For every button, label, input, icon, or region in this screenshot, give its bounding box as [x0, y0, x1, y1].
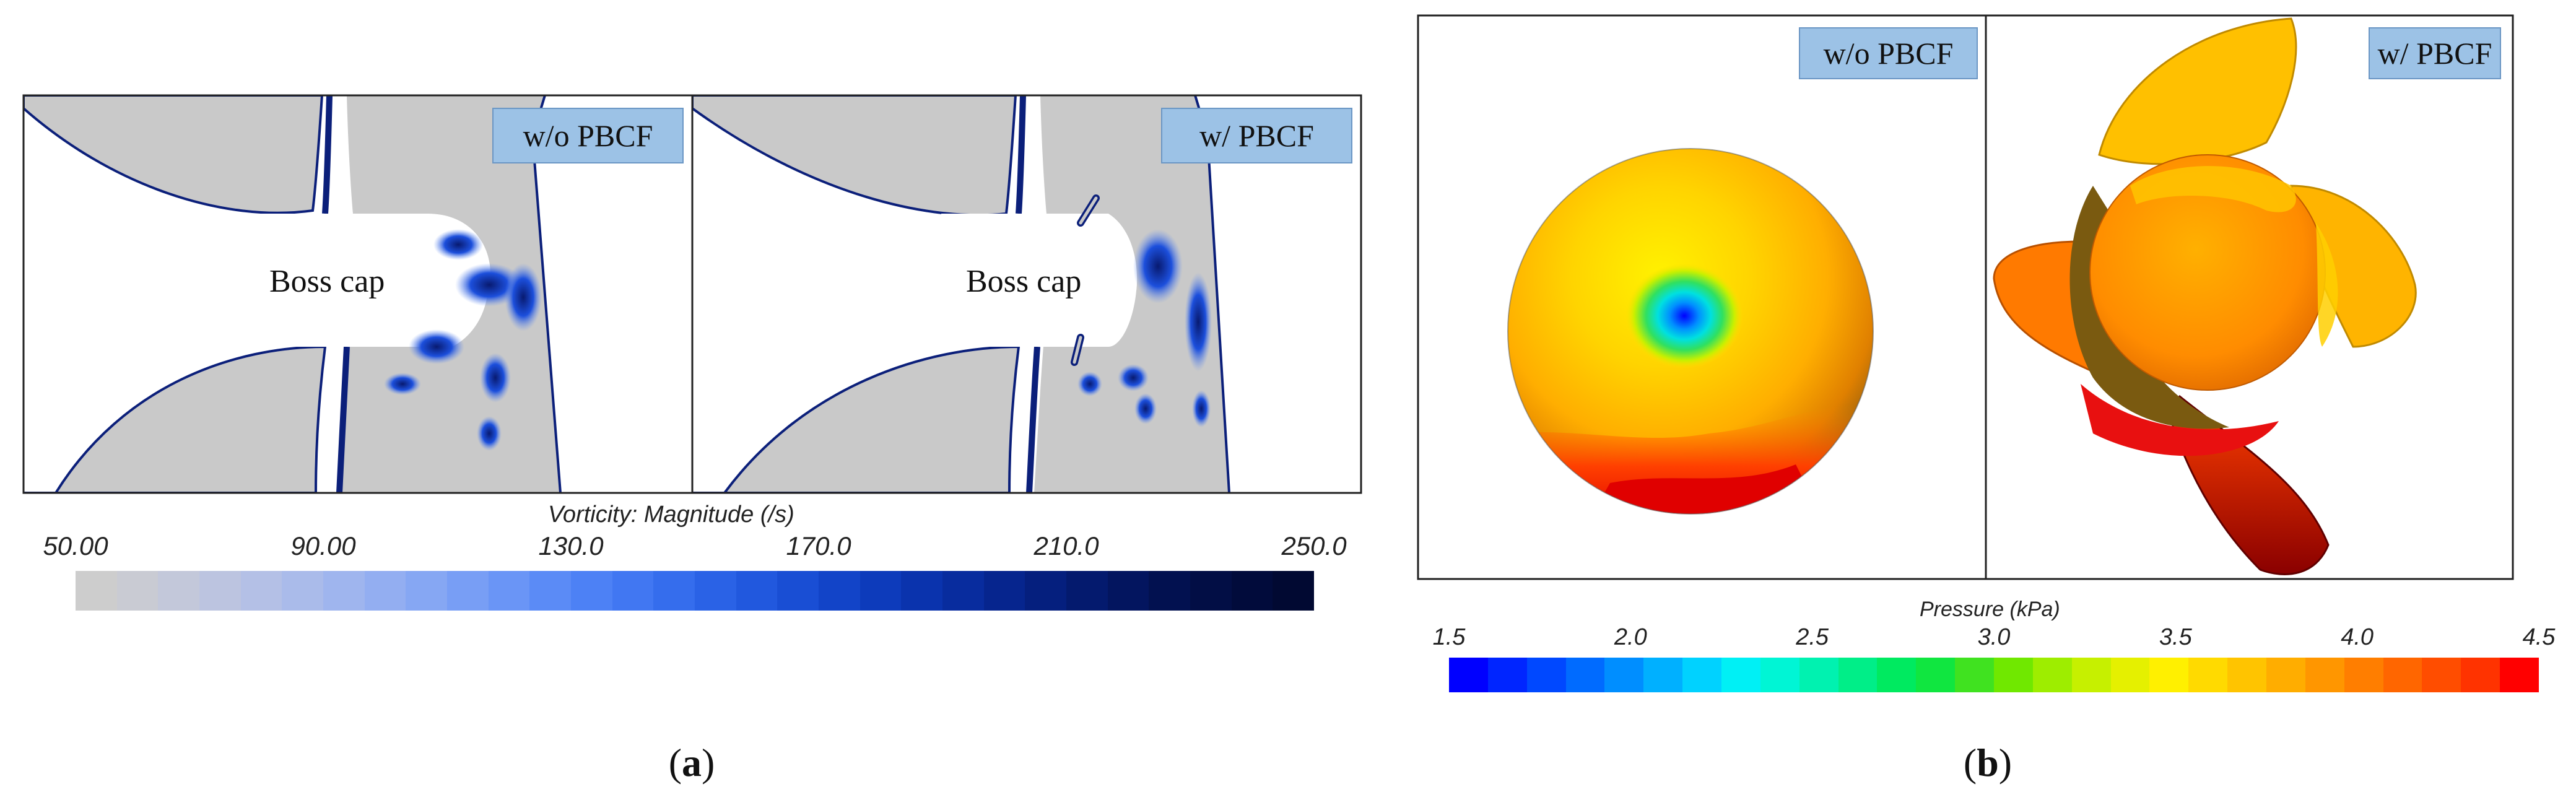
pressure-colorbar-tick-label: 4.0 [2341, 624, 2374, 650]
blade-lower-left [24, 345, 327, 493]
vorticity-colorbar-segment [447, 571, 489, 611]
pressure-colorbar-segment [1487, 658, 1527, 692]
vorticity-colorbar-segment [695, 571, 736, 611]
vorticity-colorbar-segment [653, 571, 695, 611]
pressure-colorbar-segment [1994, 658, 2033, 692]
pressure-colorbar-segment [1682, 658, 1722, 692]
pressure-colorbar-segment [2344, 658, 2383, 692]
blade-upper-left [24, 95, 324, 214]
vorticity-colorbar-tick-label: 170.0 [786, 531, 851, 560]
pressure-colorbar-segment [2422, 658, 2461, 692]
boss-cap-label-right: Boss cap [966, 264, 1082, 299]
pressure-colorbar-segment [1565, 658, 1605, 692]
vorticity-colorbar-segment [529, 571, 572, 611]
pressure-colorbar-segment [1916, 658, 1956, 692]
vorticity-colorbar-title: Vorticity: Magnitude (/s) [548, 502, 794, 528]
vorticity-colorbar-segment [406, 571, 448, 611]
caption-a: (a) [668, 741, 715, 785]
pressure-colorbar-segment [2461, 658, 2500, 692]
pressure-colorbar [1449, 658, 2539, 692]
pressure-colorbar-segment [1721, 658, 1760, 692]
vorticity-colorbar-segment [323, 571, 365, 611]
pressure-propeller-with-pbcf [1993, 17, 2417, 575]
pressure-colorbar-segment [2149, 658, 2189, 692]
vorticity-colorbar-segment [942, 571, 984, 611]
pressure-colorbar-segment [2032, 658, 2072, 692]
vorticity-colorbar-tick-label: 210.0 [1033, 531, 1099, 560]
vorticity-colorbar-segment [282, 571, 324, 611]
boss-cap-shape [248, 214, 490, 347]
caption-b: (b) [1963, 741, 2012, 785]
vorticity-colorbar-segment [983, 571, 1025, 611]
vorticity-colorbar-segment [199, 571, 241, 611]
vorticity-colorbar-segment [571, 571, 612, 611]
pressure-colorbar-segment [1526, 658, 1566, 692]
label-with-pbcf-a: w/ PBCF [1161, 108, 1352, 163]
pressure-colorbar-segment [2071, 658, 2111, 692]
pressure-colorbar-tick-label: 4.5 [2522, 624, 2556, 650]
vorticity-colorbar-segment [116, 571, 159, 611]
pressure-colorbar-tick-label: 2.5 [1796, 624, 1829, 650]
vorticity-colorbar-segment [240, 571, 282, 611]
vorticity-colorbar-segment [612, 571, 654, 611]
vorticity-colorbar-segment [1025, 571, 1067, 611]
vorticity-colorbar-segment [859, 571, 902, 611]
vorticity-colorbar-segment [76, 571, 117, 611]
vorticity-colorbar-segment [901, 571, 943, 611]
pressure-colorbar-tick-label: 3.5 [2159, 624, 2192, 650]
vorticity-colorbar-segment [364, 571, 406, 611]
pressure-colorbar-segment [1877, 658, 1917, 692]
pressure-colorbar-segment [1643, 658, 1683, 692]
vorticity-colorbar-segment [488, 571, 530, 611]
vorticity-colorbar-tick-label: 250.0 [1281, 531, 1347, 560]
pressure-colorbar-segment [2266, 658, 2305, 692]
vorticity-colorbar-segment [736, 571, 778, 611]
pressure-colorbar-segment [2305, 658, 2344, 692]
label-without-pbcf-b: w/o PBCF [1799, 27, 1978, 79]
vorticity-colorbar-segment [1273, 571, 1315, 611]
vorticity-colorbar-segment [1149, 571, 1191, 611]
pressure-colorbar-tick-label: 2.0 [1614, 624, 1647, 650]
vorticity-colorbar-segment [1231, 571, 1273, 611]
vorticity-colorbar-segment [777, 571, 819, 611]
vorticity-colorbar-tick-label: 90.00 [290, 531, 356, 560]
label-without-pbcf-a: w/o PBCF [492, 108, 684, 163]
vorticity-colorbar-segment [158, 571, 200, 611]
pressure-colorbar-segment [2110, 658, 2150, 692]
pressure-colorbar-segment [1760, 658, 1799, 692]
vorticity-colorbar-segment [1190, 571, 1232, 611]
low-pressure-spot [1625, 263, 1743, 368]
vorticity-colorbar-tick-label: 50.00 [43, 531, 108, 560]
pressure-colorbar-segment [2227, 658, 2267, 692]
pressure-colorbar-segment [1955, 658, 1995, 692]
boss-cap-label-left: Boss cap [269, 264, 385, 299]
vorticity-colorbar-segment [1066, 571, 1108, 611]
pressure-colorbar-segment [2500, 658, 2539, 692]
vorticity-colorbar-segment [819, 571, 860, 611]
label-with-pbcf-b: w/ PBCF [2369, 27, 2501, 79]
pressure-colorbar-segment [1604, 658, 1644, 692]
caption-b-letter: b [1977, 741, 1999, 785]
pressure-colorbar-segment [2188, 658, 2228, 692]
pressure-colorbar-segment [1838, 658, 1878, 692]
pressure-colorbar-title: Pressure (kPa) [1920, 598, 2060, 621]
pressure-colorbar-segment [1799, 658, 1838, 692]
pressure-colorbar-tick-label: 3.0 [1977, 624, 2011, 650]
vorticity-colorbar [76, 571, 1315, 611]
caption-a-letter: a [682, 741, 702, 785]
slit-edge [322, 95, 333, 214]
pressure-colorbar-segment [2383, 658, 2422, 692]
pressure-colorbar-segment [1449, 658, 1488, 692]
pressure-colorbar-tick-label: 1.5 [1432, 624, 1466, 650]
vorticity-colorbar-tick-label: 130.0 [538, 531, 604, 560]
vorticity-colorbar-segment [1107, 571, 1149, 611]
